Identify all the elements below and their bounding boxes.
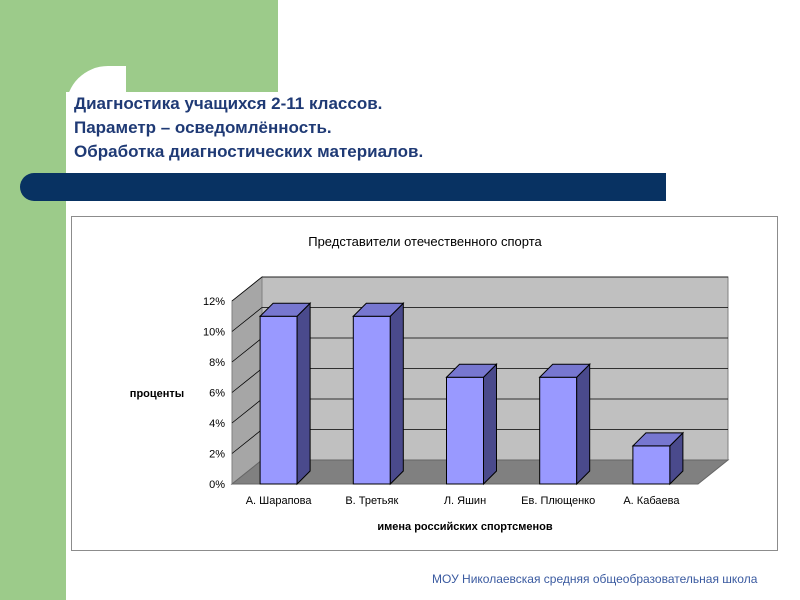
bar-side	[389, 302, 404, 486]
bar-top	[631, 432, 685, 447]
y-tick-label: 12%	[203, 296, 225, 308]
y-tick-label: 4%	[209, 418, 225, 430]
y-tick-label: 2%	[209, 449, 225, 461]
gridline	[231, 307, 728, 332]
bar-top	[538, 363, 591, 378]
bar-top	[258, 302, 312, 317]
chart-frame: 0% 2% 4% 6% 8% 10% 12% А. Шарапова В. Третьяк Л. …	[71, 216, 778, 551]
y-tick-label: 6%	[209, 388, 225, 400]
gridline	[231, 276, 728, 302]
bar-top	[445, 363, 498, 378]
x-tick-label: В. Третьяк	[345, 495, 398, 507]
bar-side	[296, 302, 311, 486]
x-tick-label: Ев. Плющенко	[521, 495, 595, 507]
bar-front	[259, 315, 298, 485]
y-tick-label: 8%	[209, 357, 225, 369]
title-line-1: Диагностика учащихся 2-11 классов.	[74, 94, 383, 113]
left-decor-band	[0, 0, 66, 600]
title-line-3: Обработка диагностических материалов.	[74, 142, 424, 161]
x-tick-label: Л. Яшин	[444, 495, 486, 507]
title-line-2: Параметр – осведомлённость.	[74, 118, 332, 137]
footer-school-name: МОУ Николаевская средняя общеобразовател…	[432, 572, 758, 586]
chart-title: Представители отечественного спорта	[308, 234, 542, 249]
bar-side	[576, 363, 591, 486]
bar-side	[483, 363, 497, 486]
bar-top	[352, 302, 405, 317]
y-tick-label: 10%	[203, 327, 225, 339]
bar-front	[632, 445, 671, 485]
x-tick-label: А. Шарапова	[246, 495, 313, 507]
title-underline-bar	[20, 173, 666, 201]
bar-front	[352, 315, 391, 485]
slide-title: Диагностика учащихся 2-11 классов. Парам…	[74, 92, 423, 164]
x-axis-label: имена российских спортсменов	[377, 521, 552, 533]
bar-front	[539, 376, 578, 485]
y-axis-label: проценты	[130, 388, 184, 400]
y-tick-label: 0%	[209, 479, 225, 491]
bar-front	[446, 376, 484, 485]
bar-chart: 0% 2% 4% 6% 8% 10% 12% А. Шарапова В. Третьяк Л. …	[130, 234, 730, 533]
x-tick-label: А. Кабаева	[623, 495, 680, 507]
